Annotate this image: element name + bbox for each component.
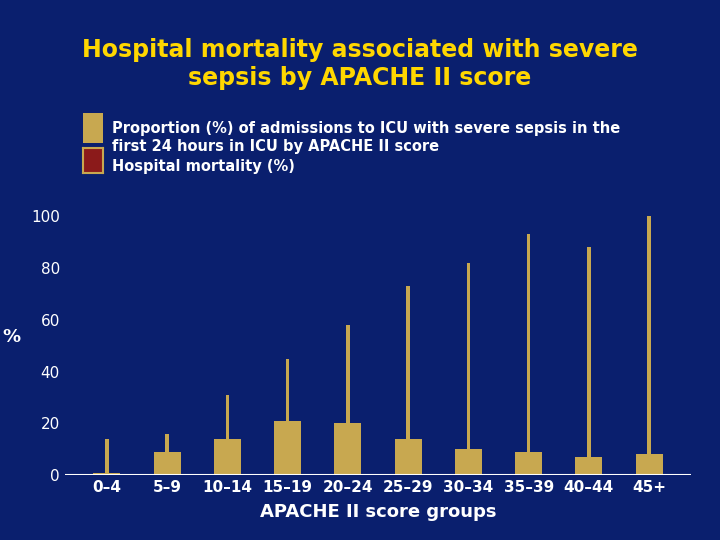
Bar [94, 472, 120, 475]
Bar [166, 434, 169, 475]
Bar [346, 325, 350, 475]
Bar [515, 452, 542, 475]
Bar [214, 439, 241, 475]
Bar [647, 216, 651, 475]
Bar [334, 423, 361, 475]
Bar [455, 449, 482, 475]
Bar [467, 262, 470, 475]
Text: Hospital mortality associated with severe
sepsis by APACHE II score: Hospital mortality associated with sever… [82, 38, 638, 90]
Text: Hospital mortality (%): Hospital mortality (%) [112, 159, 294, 174]
X-axis label: APACHE II score groups: APACHE II score groups [260, 503, 496, 522]
Bar [406, 286, 410, 475]
Bar [153, 452, 181, 475]
Y-axis label: %: % [3, 328, 21, 346]
Bar [575, 457, 603, 475]
Bar [105, 439, 109, 475]
Text: Proportion (%) of admissions to ICU with severe sepsis in the
first 24 hours in : Proportion (%) of admissions to ICU with… [112, 122, 620, 154]
Bar [587, 247, 590, 475]
Bar [225, 395, 229, 475]
Bar [636, 455, 662, 475]
Bar [274, 421, 301, 475]
Bar [395, 439, 422, 475]
Bar [527, 234, 531, 475]
Bar [286, 359, 289, 475]
